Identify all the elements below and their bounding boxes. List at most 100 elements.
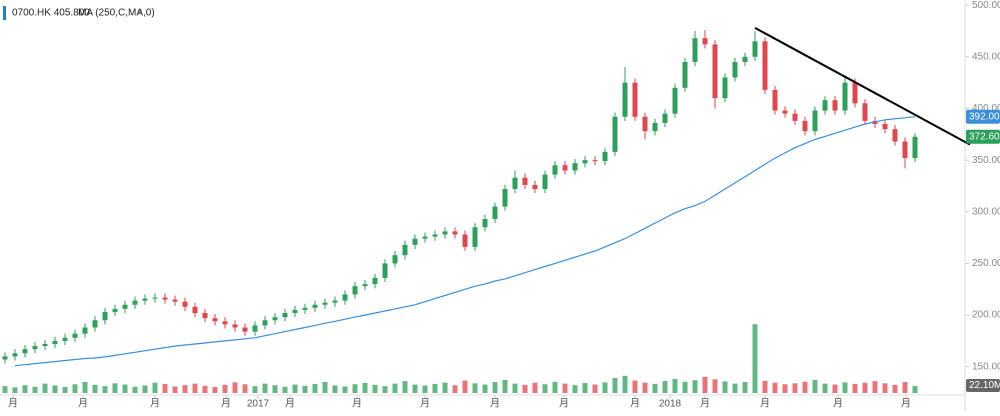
volume-tag — [966, 379, 1000, 392]
candle-body — [452, 231, 458, 235]
candle-body — [522, 177, 528, 185]
candle-body — [692, 38, 698, 62]
volume-bar — [182, 385, 188, 393]
volume-bar — [92, 384, 98, 393]
volume-bar — [712, 379, 718, 393]
volume-bar — [832, 384, 838, 393]
volume-bar — [722, 381, 728, 393]
volume-bar — [622, 375, 628, 393]
candle-body — [742, 56, 748, 62]
x-tick-label: 月 — [833, 398, 843, 410]
volume-bar — [392, 383, 398, 393]
x-tick-label: 月 — [760, 398, 770, 410]
candle-body — [222, 321, 228, 325]
volume-bar — [672, 378, 678, 393]
y-tick-label: 200.000 — [972, 310, 1000, 321]
candle-body — [712, 44, 718, 99]
candle-body — [202, 313, 208, 319]
candle-body — [642, 116, 648, 132]
y-tick-label: 500.000 — [972, 0, 1000, 11]
candle-body — [72, 333, 78, 338]
x-tick-label: 月 — [630, 398, 640, 410]
volume-bar — [502, 379, 508, 393]
volume-bar — [112, 383, 118, 393]
candle-body — [892, 129, 898, 142]
trendline — [754, 27, 971, 146]
candle-body — [672, 87, 678, 114]
candle-body — [802, 120, 808, 132]
volume-bar — [422, 385, 428, 393]
volume-bar — [812, 379, 818, 393]
candle-body — [622, 82, 628, 117]
x-tick-label: 月 — [901, 398, 911, 410]
volume-bar — [492, 382, 498, 393]
volume-bar — [232, 382, 238, 393]
candle-body — [532, 184, 538, 190]
close-icon[interactable]: × — [137, 8, 143, 19]
candle-body — [762, 41, 768, 90]
candle-body — [482, 219, 488, 228]
volume-bar — [742, 382, 748, 393]
volume-bar — [452, 385, 458, 393]
candle-body — [422, 236, 428, 239]
volume-bar — [522, 384, 528, 393]
candle-body — [92, 320, 98, 328]
candle-body — [192, 306, 198, 314]
volume-bar — [342, 386, 348, 393]
price-tag-label: 372.600 — [969, 131, 1000, 142]
price-tag — [966, 109, 1000, 124]
volume-bar — [192, 383, 198, 393]
symbol-label: 0700.HK 405.800 — [12, 8, 90, 19]
candle-body — [592, 160, 598, 162]
candle-body — [552, 165, 558, 175]
volume-bar — [532, 382, 538, 393]
candle-body — [132, 300, 138, 305]
volume-bar — [122, 384, 128, 393]
candle-body — [122, 304, 128, 309]
y-tick-label: 300.000 — [972, 206, 1000, 217]
volume-bar — [572, 385, 578, 393]
candle-body — [882, 123, 888, 130]
volume-bar — [262, 383, 268, 393]
candle-body — [542, 174, 548, 190]
volume-bar — [762, 380, 768, 393]
legend-entry[interactable]: MA (250,C,MA,0) — [78, 8, 155, 19]
x-tick-label: 月 — [8, 398, 18, 410]
candle-body — [12, 353, 18, 357]
candle-body — [162, 297, 168, 300]
candle-body — [252, 325, 258, 332]
x-tick-label: 2017 — [247, 399, 270, 410]
volume-bar — [442, 382, 448, 393]
volume-bar — [162, 383, 168, 393]
volume-bar — [82, 382, 88, 393]
x-tick-label: 月 — [559, 398, 569, 410]
candle-body — [572, 163, 578, 171]
volume-bar — [882, 383, 888, 393]
candle-body — [322, 302, 328, 305]
volume-bar — [412, 384, 418, 393]
volume-bar — [652, 383, 658, 393]
volume-bar — [752, 324, 758, 393]
volume-tag-label: 22.10M — [969, 380, 1000, 391]
candle-body — [662, 113, 668, 123]
y-tick-label: 450.000 — [972, 51, 1000, 62]
x-tick-label: 2018 — [659, 399, 682, 410]
volume-bar — [212, 387, 218, 393]
candle-body — [752, 41, 758, 57]
candle-body — [852, 82, 858, 104]
candle-body — [382, 263, 388, 278]
candle-body — [42, 344, 48, 347]
volume-bar — [42, 383, 48, 393]
volume-bar — [22, 385, 28, 393]
candle-body — [2, 356, 8, 360]
candle-body — [652, 122, 658, 132]
volume-bar — [852, 383, 858, 393]
ma-line — [14, 116, 916, 367]
candle-body — [412, 238, 418, 245]
volume-bar — [322, 382, 328, 393]
candle-body — [392, 255, 398, 264]
candle-body — [912, 136, 918, 159]
candle-body — [362, 284, 368, 287]
price-tag — [966, 129, 1000, 144]
volume-bar — [542, 384, 548, 393]
